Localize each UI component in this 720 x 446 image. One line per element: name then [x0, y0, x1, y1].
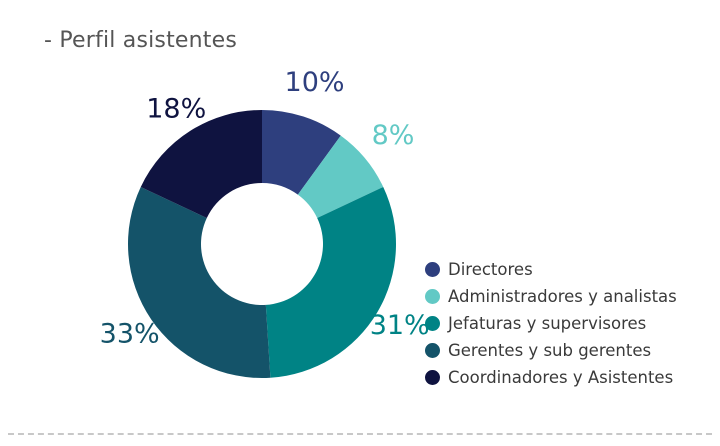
legend-dot-icon	[425, 370, 440, 385]
donut-slice-4	[127, 186, 271, 379]
chart-title: - Perfil asistentes	[44, 28, 238, 53]
legend-label: Coordinadores y Asistentes	[448, 368, 674, 387]
legend-item-3: Jefaturas y supervisores	[425, 310, 677, 337]
donut-slice-5	[140, 110, 262, 219]
legend-item-1: Directores	[425, 256, 677, 283]
donut-slice-1	[262, 110, 341, 195]
legend-label: Gerentes y sub gerentes	[448, 341, 652, 360]
legend-dot-icon	[425, 343, 440, 358]
slice-percent-label-5: 18%	[146, 93, 206, 124]
slice-percent-label-1: 10%	[285, 67, 345, 98]
legend-dot-icon	[425, 289, 440, 304]
slice-percent-label-2: 8%	[372, 120, 415, 151]
donut-labels: 10% 8% 31% 33% 18%	[100, 67, 430, 350]
dashed-divider	[8, 433, 712, 435]
legend-item-5: Coordinadores y Asistentes	[425, 364, 677, 391]
legend-label: Jefaturas y supervisores	[448, 314, 647, 333]
legend-dot-icon	[425, 316, 440, 331]
donut-slice-3	[265, 186, 396, 378]
legend-item-4: Gerentes y sub gerentes	[425, 337, 677, 364]
legend-label: Directores	[448, 260, 533, 279]
legend-dot-icon	[425, 262, 440, 277]
legend-item-2: Administradores y analistas	[425, 283, 677, 310]
legend-label: Administradores y analistas	[448, 287, 677, 306]
slice-percent-label-3: 31%	[370, 310, 430, 341]
slice-percent-label-4: 33%	[100, 318, 160, 349]
donut-slice-2	[297, 135, 384, 219]
donut-slices	[127, 110, 396, 379]
chart-legend: Directores Administradores y analistas Jef…	[425, 256, 677, 391]
